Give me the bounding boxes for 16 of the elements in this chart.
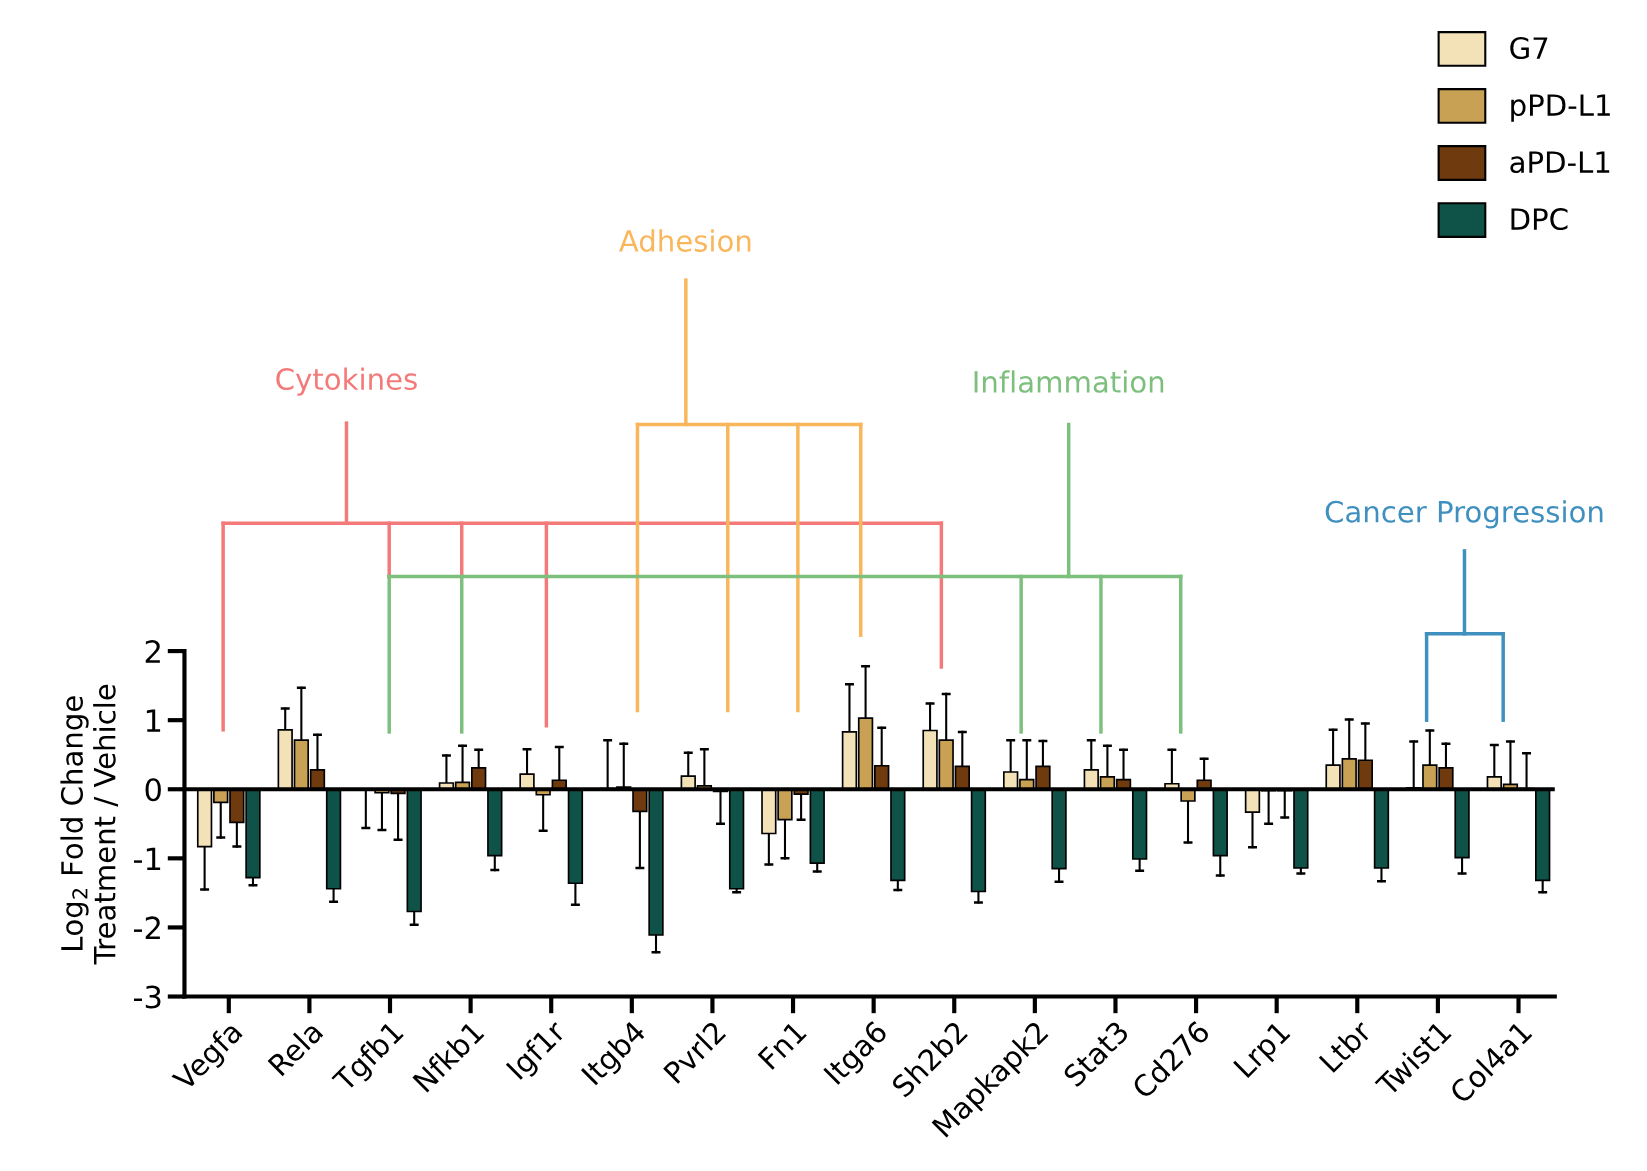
y-tick-label: 0 bbox=[145, 778, 161, 802]
text: Adhesion bbox=[619, 229, 751, 252]
y-tick-label: 1 bbox=[146, 709, 161, 732]
text: Cancer Progression bbox=[1325, 500, 1603, 529]
legend-label: pPD-L1 bbox=[1511, 94, 1610, 122]
text: Cytokines bbox=[276, 367, 417, 396]
legend-label: DPC bbox=[1511, 208, 1568, 231]
legend-label: aPD-L1 bbox=[1510, 151, 1610, 174]
y-axis-title: Log$_{2}$ Fold Change Treatment / Vehicle bbox=[60, 684, 118, 965]
text: Inflammation bbox=[974, 370, 1164, 393]
y-tick-label: 2 bbox=[145, 640, 160, 663]
legend-label: G7 bbox=[1510, 37, 1548, 60]
y-tick-label: -1 bbox=[133, 847, 161, 870]
y-tick-label: -2 bbox=[133, 916, 160, 940]
y-tick-label: -3 bbox=[133, 985, 161, 1009]
x-tick-label: Fn1 bbox=[757, 1020, 807, 1070]
